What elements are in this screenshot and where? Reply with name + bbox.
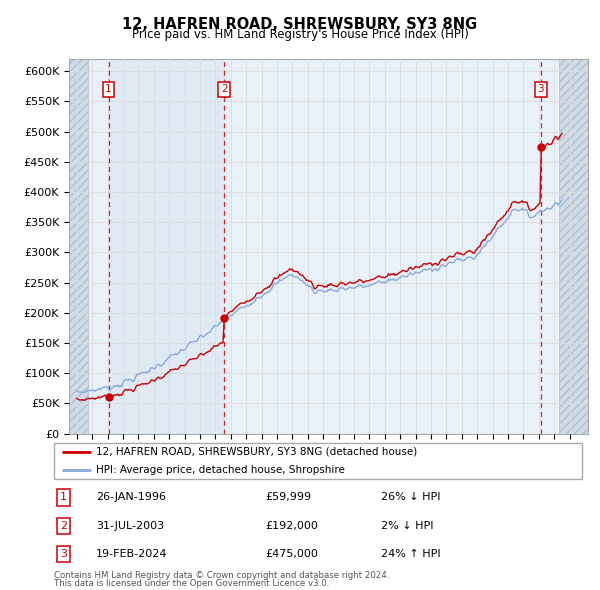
Text: £475,000: £475,000	[265, 549, 318, 559]
Text: 31-JUL-2003: 31-JUL-2003	[96, 520, 164, 530]
Text: 24% ↑ HPI: 24% ↑ HPI	[382, 549, 441, 559]
Text: 3: 3	[538, 84, 544, 94]
Text: £59,999: £59,999	[265, 493, 311, 503]
Text: HPI: Average price, detached house, Shropshire: HPI: Average price, detached house, Shro…	[96, 465, 345, 475]
Text: 12, HAFREN ROAD, SHREWSBURY, SY3 8NG (detached house): 12, HAFREN ROAD, SHREWSBURY, SY3 8NG (de…	[96, 447, 418, 457]
Text: 26% ↓ HPI: 26% ↓ HPI	[382, 493, 441, 503]
Text: £192,000: £192,000	[265, 520, 318, 530]
Text: Contains HM Land Registry data © Crown copyright and database right 2024.: Contains HM Land Registry data © Crown c…	[54, 571, 389, 579]
Text: This data is licensed under the Open Government Licence v3.0.: This data is licensed under the Open Gov…	[54, 579, 329, 588]
Text: 1: 1	[60, 493, 67, 503]
Text: 2: 2	[60, 520, 67, 530]
Text: Price paid vs. HM Land Registry's House Price Index (HPI): Price paid vs. HM Land Registry's House …	[131, 28, 469, 41]
Text: 3: 3	[60, 549, 67, 559]
Text: 2: 2	[221, 84, 227, 94]
Text: 12, HAFREN ROAD, SHREWSBURY, SY3 8NG: 12, HAFREN ROAD, SHREWSBURY, SY3 8NG	[122, 17, 478, 31]
Text: 1: 1	[105, 84, 112, 94]
Text: 26-JAN-1996: 26-JAN-1996	[96, 493, 166, 503]
FancyBboxPatch shape	[54, 442, 582, 479]
Text: 2% ↓ HPI: 2% ↓ HPI	[382, 520, 434, 530]
Text: 19-FEB-2024: 19-FEB-2024	[96, 549, 168, 559]
